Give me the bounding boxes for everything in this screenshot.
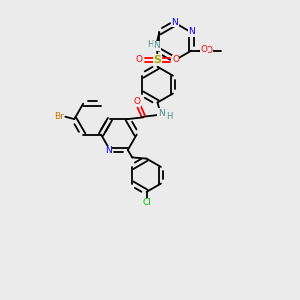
Text: N: N xyxy=(105,146,112,155)
Text: H: H xyxy=(147,40,153,49)
Text: Br: Br xyxy=(54,112,64,121)
Text: N: N xyxy=(154,41,160,50)
Text: O: O xyxy=(172,56,179,64)
Text: N: N xyxy=(172,18,178,27)
Text: O: O xyxy=(205,46,212,55)
Text: O: O xyxy=(200,45,207,54)
Text: N: N xyxy=(188,27,195,36)
Text: S: S xyxy=(154,55,161,65)
Text: O: O xyxy=(134,97,141,106)
Text: O: O xyxy=(136,56,143,64)
Text: N: N xyxy=(158,109,164,118)
Text: Cl: Cl xyxy=(142,198,151,207)
Text: H: H xyxy=(166,112,172,121)
